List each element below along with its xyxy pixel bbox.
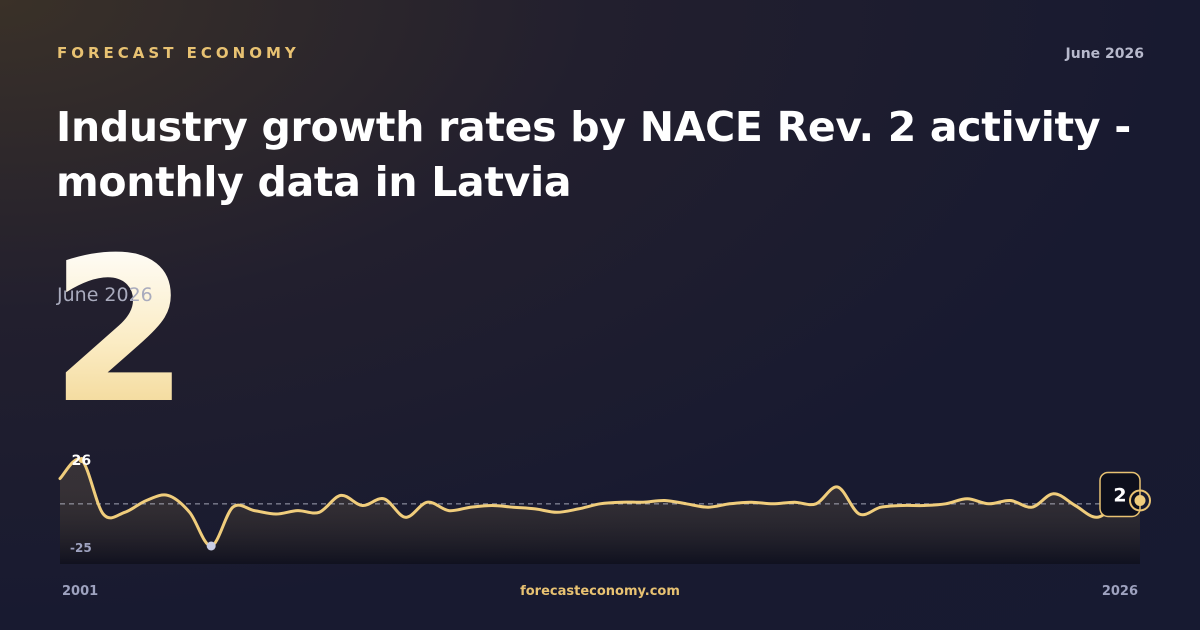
latest-value-date: June 2026 [57, 284, 153, 306]
header-date: June 2026 [1065, 46, 1144, 62]
max-value-label: 26 [72, 453, 91, 469]
footer-site: forecasteconomy.com [520, 584, 680, 599]
latest-value: 2 [50, 215, 189, 448]
growth-line-chart: 26 -25 2 [58, 453, 1151, 564]
max-point-marker [78, 457, 85, 463]
min-point-marker [206, 541, 216, 551]
series-line [58, 457, 1142, 548]
last-point-marker [1134, 494, 1146, 506]
last-value-badge: 2 [1099, 471, 1141, 518]
page-title: Industry growth rates by NACE Rev. 2 act… [56, 103, 1131, 206]
x-axis-end-label: 2026 [1101, 584, 1138, 599]
last-value-label: 2 [1113, 484, 1126, 506]
last-point-ring [1129, 489, 1151, 512]
last-value-badge-box [1099, 471, 1141, 518]
min-value-label: -25 [70, 541, 92, 555]
brand-label: FORECAST ECONOMY [57, 44, 300, 62]
chart-area [60, 458, 1140, 564]
x-axis-start-label: 2001 [62, 584, 99, 599]
